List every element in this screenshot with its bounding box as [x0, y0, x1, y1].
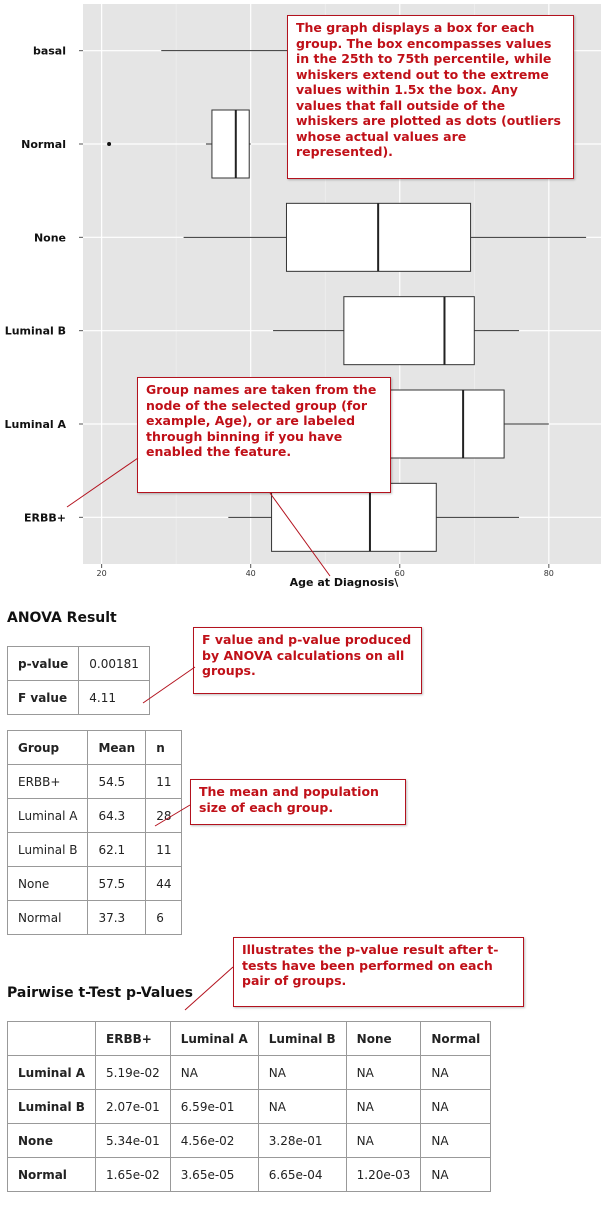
anova-table: p-value 0.00181 F value 4.11 — [6, 646, 150, 715]
x-tick-label: 80 — [544, 569, 554, 578]
table-row: Normal 1.65e-02 3.65e-05 6.65e-04 1.20e-… — [6, 1157, 492, 1192]
group-mean-table: Group Mean n ERBB+ 54.5 11 Luminal A 64.… — [6, 730, 183, 935]
anova-pvalue: 0.00181 — [78, 646, 150, 681]
cell: 64.3 — [87, 798, 147, 833]
cell: 62.1 — [87, 832, 147, 867]
cell: NA — [345, 1123, 422, 1158]
anova-pvalue-label: p-value — [6, 646, 80, 681]
col-mean: Mean — [87, 730, 147, 765]
group-label: None — [34, 231, 66, 244]
anova-fvalue: 4.11 — [78, 680, 150, 715]
table-row: Luminal B 2.07e-01 6.59e-01 NA NA NA — [6, 1089, 492, 1124]
cell: Normal — [6, 900, 89, 935]
callout-group-names: Group names are taken from the node of t… — [137, 377, 391, 493]
cell: 2.07e-01 — [95, 1089, 171, 1124]
x-tick-label: 20 — [97, 569, 107, 578]
box — [271, 482, 437, 552]
x-tick-label: 60 — [395, 569, 405, 578]
cell: ERBB+ — [6, 764, 89, 799]
cell: 6 — [145, 900, 183, 935]
cell: 1.65e-02 — [95, 1157, 171, 1192]
cell: Luminal B — [6, 832, 89, 867]
cell: 57.5 — [87, 866, 147, 901]
cell: 1.20e-03 — [345, 1157, 422, 1192]
cell: 28 — [145, 798, 183, 833]
col-group: Group — [6, 730, 89, 765]
cell: 4.56e-02 — [169, 1123, 259, 1158]
group-label: ERBB+ — [24, 511, 66, 524]
row-label: Normal — [6, 1157, 97, 1192]
callout-mean: The mean and population size of each gro… — [190, 779, 406, 825]
cell: 5.19e-02 — [95, 1055, 171, 1090]
col-blank — [6, 1021, 97, 1056]
cell: NA — [420, 1157, 492, 1192]
table-row: Luminal A 5.19e-02 NA NA NA NA — [6, 1055, 492, 1090]
pairwise-title: Pairwise t-Test p-Values — [7, 985, 193, 1001]
cell: 6.65e-04 — [257, 1157, 347, 1192]
callout-boxplot: The graph displays a box for each group.… — [287, 15, 574, 179]
table-row: None 57.5 44 — [6, 866, 183, 901]
x-axis-label: Age at Diagnosis\ — [290, 576, 400, 589]
box — [211, 109, 250, 179]
cell: NA — [169, 1055, 259, 1090]
x-tick-label: 40 — [246, 569, 256, 578]
box — [369, 389, 505, 459]
anova-title: ANOVA Result — [7, 610, 117, 626]
table-row: F value 4.11 — [6, 680, 150, 715]
row-label: None — [6, 1123, 97, 1158]
cell: 11 — [145, 764, 183, 799]
cell: 44 — [145, 866, 183, 901]
cell: NA — [420, 1089, 492, 1124]
col-luminal-a: Luminal A — [169, 1021, 259, 1056]
group-label: Normal — [21, 138, 66, 151]
group-label: Luminal A — [5, 418, 67, 431]
cell: None — [6, 866, 89, 901]
cell: NA — [420, 1055, 492, 1090]
cell: Luminal A — [6, 798, 89, 833]
cell: 37.3 — [87, 900, 147, 935]
callout-anova: F value and p-value produced by ANOVA ca… — [193, 627, 422, 694]
table-row: None 5.34e-01 4.56e-02 3.28e-01 NA NA — [6, 1123, 492, 1158]
cell: 3.65e-05 — [169, 1157, 259, 1192]
table-header-row: ERBB+ Luminal A Luminal B None Normal — [6, 1021, 492, 1056]
callout-pairwise: Illustrates the p-value result after t-t… — [233, 937, 524, 1007]
cell: NA — [257, 1055, 347, 1090]
col-luminal-b: Luminal B — [257, 1021, 347, 1056]
cell: 5.34e-01 — [95, 1123, 171, 1158]
pairwise-table: ERBB+ Luminal A Luminal B None Normal Lu… — [6, 1021, 492, 1192]
row-label: Luminal B — [6, 1089, 97, 1124]
table-row: Luminal A 64.3 28 — [6, 798, 183, 833]
group-label: basal — [33, 45, 66, 58]
anova-fvalue-label: F value — [6, 680, 80, 715]
cell: NA — [345, 1055, 422, 1090]
cell: 3.28e-01 — [257, 1123, 347, 1158]
box — [343, 296, 475, 366]
row-label: Luminal A — [6, 1055, 97, 1090]
cell: 11 — [145, 832, 183, 867]
leader-line — [142, 666, 196, 704]
table-row: p-value 0.00181 — [6, 646, 150, 681]
table-row: Luminal B 62.1 11 — [6, 832, 183, 867]
col-n: n — [145, 730, 183, 765]
table-row: Normal 37.3 6 — [6, 900, 183, 935]
table-header-row: Group Mean n — [6, 730, 183, 765]
cell: NA — [345, 1089, 422, 1124]
outlier-point — [107, 142, 112, 146]
group-label: Luminal B — [5, 325, 66, 338]
cell: 54.5 — [87, 764, 147, 799]
cell: NA — [257, 1089, 347, 1124]
col-none: None — [345, 1021, 422, 1056]
col-erbb: ERBB+ — [95, 1021, 171, 1056]
col-normal: Normal — [420, 1021, 492, 1056]
cell: NA — [420, 1123, 492, 1158]
table-row: ERBB+ 54.5 11 — [6, 764, 183, 799]
cell: 6.59e-01 — [169, 1089, 259, 1124]
